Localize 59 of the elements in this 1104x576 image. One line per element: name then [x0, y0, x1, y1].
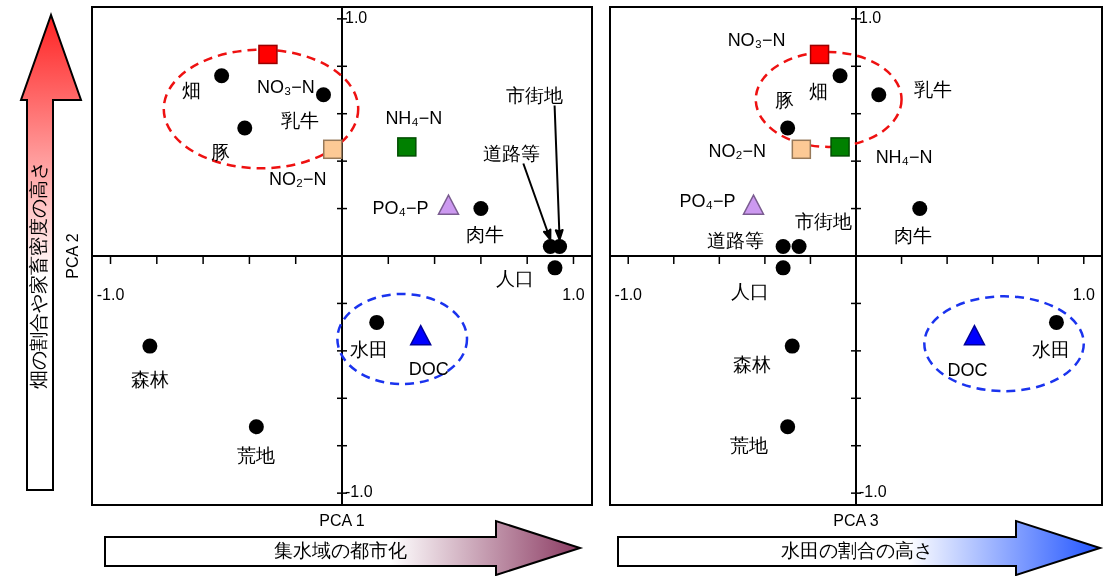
x-axis-title: PCA 3: [833, 512, 879, 530]
point: [248, 419, 264, 435]
point: [552, 239, 568, 255]
annotation: 畑: [182, 79, 202, 101]
point: [775, 239, 791, 255]
x-tick-label: -1.0: [614, 286, 643, 303]
annotation: 道路等: [706, 229, 764, 251]
annotation: 荒地: [729, 434, 768, 456]
point: [142, 338, 158, 354]
point: [775, 260, 791, 276]
point: [791, 239, 807, 255]
series-label: NH₄−N: [385, 107, 443, 128]
point: [784, 338, 800, 354]
annotation: 豚: [211, 141, 231, 163]
point: [912, 201, 928, 217]
series-label: DOC: [408, 359, 449, 380]
series-label: NO₂−N: [268, 169, 327, 190]
annotation: 森林: [130, 369, 169, 391]
point: [832, 68, 848, 84]
annotation: 豚: [775, 89, 795, 111]
series-label: PO₄−P: [679, 190, 736, 211]
annotation: 市街地: [506, 84, 564, 106]
series-label: DOC: [947, 360, 988, 381]
annotation: 市街地: [794, 210, 852, 232]
x-tick-label: 1.0: [562, 286, 585, 303]
point: [369, 314, 385, 330]
point: [780, 120, 796, 136]
point: [871, 87, 887, 103]
text: 水田の割合の高さ: [781, 540, 933, 562]
annotation: 乳牛: [281, 109, 320, 131]
annotation: 人口: [731, 280, 770, 302]
annotation: 肉牛: [893, 224, 932, 246]
point: [780, 419, 796, 435]
point: [547, 260, 563, 276]
x-tick-label: -1.0: [96, 286, 125, 303]
annotation: 畑: [808, 80, 828, 102]
x-tick-label: 1.0: [1072, 286, 1095, 303]
text: 集水域の都市化: [274, 540, 407, 562]
series-label: NO₃−N: [257, 77, 315, 98]
annotation: 肉牛: [465, 223, 504, 245]
point: [473, 201, 489, 217]
annotation: 乳牛: [913, 78, 952, 100]
x-axis-title: PCA 1: [319, 512, 365, 530]
series-label: NH₄−N: [875, 146, 933, 167]
annotation: 荒地: [237, 444, 276, 466]
annotation: 水田: [349, 339, 388, 361]
point: [315, 87, 331, 103]
annotation: 森林: [733, 354, 772, 376]
series-label: NO₂−N: [708, 141, 767, 162]
y-axis-title: PCA 2: [64, 233, 82, 279]
annotation: 水田: [1032, 339, 1071, 361]
text: 畑の割合や家畜密度の高さ: [28, 161, 50, 389]
series-label: NO₃−N: [727, 30, 786, 51]
point: [1048, 314, 1064, 330]
annotation: 人口: [495, 267, 534, 289]
point: [237, 120, 253, 136]
point: [214, 68, 230, 84]
series-label: PO₄−P: [372, 197, 429, 218]
annotation: 道路等: [482, 142, 540, 164]
